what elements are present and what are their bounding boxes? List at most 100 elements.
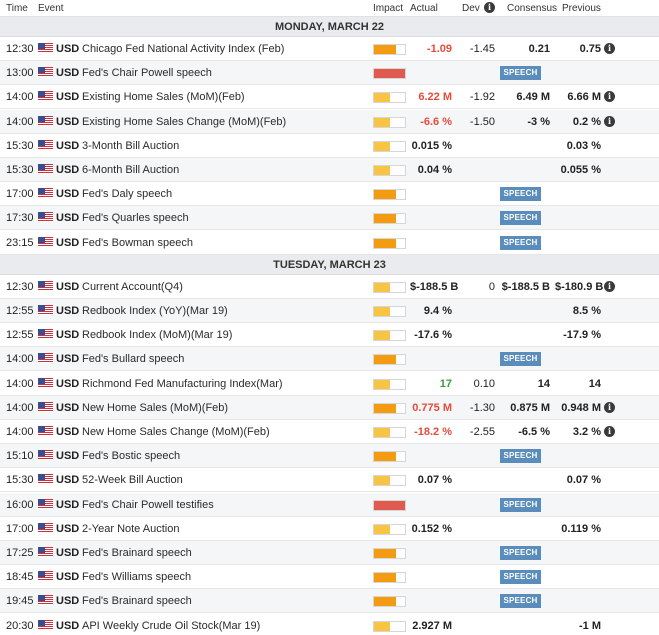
table-row[interactable]: 14:00 USD Existing Home Sales Change (MoM)… xyxy=(0,110,659,134)
table-row[interactable]: 12:55 USD Redbook Index (MoM)(Mar 19) -17.6… xyxy=(0,323,659,347)
speech-badge[interactable]: SPEECH xyxy=(500,66,541,80)
speech-badge[interactable]: SPEECH xyxy=(500,211,541,225)
day-header: MONDAY, MARCH 22 xyxy=(0,17,659,37)
event-time: 12:30 xyxy=(6,281,34,293)
impact-bar xyxy=(373,403,406,414)
table-row[interactable]: 15:30 USD 6-Month Bill Auction 0.04 % 0.055 … xyxy=(0,158,659,182)
event-name[interactable]: Fed's Daly speech xyxy=(82,188,173,200)
table-row[interactable]: 17:30 USD Fed's Quarles speech SPEECH xyxy=(0,206,659,230)
info-icon[interactable]: i xyxy=(604,43,615,54)
info-icon[interactable]: i xyxy=(604,91,615,102)
table-row[interactable]: 12:30 USD Current Account(Q4) $-188.5 B 0 $-1… xyxy=(0,275,659,299)
event-name[interactable]: 2-Year Note Auction xyxy=(82,523,180,535)
col-consensus[interactable]: Consensus xyxy=(507,3,558,14)
event-name[interactable]: Fed's Bostic speech xyxy=(82,450,181,462)
speech-badge[interactable]: SPEECH xyxy=(500,594,541,608)
speech-badge[interactable]: SPEECH xyxy=(500,570,541,584)
table-row[interactable]: 16:00 USD Fed's Chair Powell testifies SPEE… xyxy=(0,493,659,517)
event-name[interactable]: Fed's Williams speech xyxy=(82,571,192,583)
col-previous[interactable]: Previous xyxy=(562,3,601,14)
event-name[interactable]: Existing Home Sales (MoM)(Feb) xyxy=(82,91,245,103)
table-row[interactable]: 12:30 USD Chicago Fed National Activity In… xyxy=(0,37,659,61)
previous-value: -17.9 % xyxy=(563,329,601,341)
event-name[interactable]: Fed's Brainard speech xyxy=(82,547,192,559)
info-icon[interactable]: i xyxy=(604,116,615,127)
table-row[interactable]: 14:00 USD New Home Sales (MoM)(Feb) 0.775 M… xyxy=(0,396,659,420)
event-name[interactable]: 3-Month Bill Auction xyxy=(82,140,180,152)
table-row[interactable]: 23:15 USD Fed's Bowman speech SPEECH xyxy=(0,231,659,255)
table-row[interactable]: 19:45 USD Fed's Brainard speech SPEECH xyxy=(0,589,659,613)
event-name[interactable]: Existing Home Sales Change (MoM)(Feb) xyxy=(82,116,287,128)
event-name[interactable]: Redbook Index (MoM)(Mar 19) xyxy=(82,329,233,341)
impact-fill xyxy=(374,166,390,175)
table-row[interactable]: 17:00 USD Fed's Daly speech SPEECH xyxy=(0,182,659,206)
event-name[interactable]: Redbook Index (YoY)(Mar 19) xyxy=(82,305,228,317)
table-row[interactable]: 18:45 USD Fed's Williams speech SPEECH xyxy=(0,565,659,589)
event-name[interactable]: 52-Week Bill Auction xyxy=(82,474,183,486)
event-time: 12:55 xyxy=(6,305,34,317)
info-icon[interactable]: i xyxy=(604,402,615,413)
table-row[interactable]: 14:00 USD Existing Home Sales (MoM)(Feb) 6.… xyxy=(0,85,659,109)
info-icon[interactable]: i xyxy=(604,426,615,437)
currency-code: USD xyxy=(56,402,80,414)
col-dev[interactable]: Dev xyxy=(462,3,480,14)
speech-badge[interactable]: SPEECH xyxy=(500,352,541,366)
table-row[interactable]: 15:10 USD Fed's Bostic speech SPEECH xyxy=(0,444,659,468)
event-name[interactable]: Fed's Bullard speech xyxy=(82,353,185,365)
impact-fill xyxy=(374,622,390,631)
us-flag-icon xyxy=(38,116,53,126)
consensus-value: 0.875 M xyxy=(510,402,550,414)
event-name[interactable]: Chicago Fed National Activity Index (Feb… xyxy=(82,43,285,55)
event-name[interactable]: API Weekly Crude Oil Stock(Mar 19) xyxy=(82,620,261,632)
impact-fill xyxy=(374,404,397,413)
event-name[interactable]: New Home Sales Change (MoM)(Feb) xyxy=(82,426,270,438)
impact-bar xyxy=(373,165,406,176)
table-row[interactable]: 15:30 USD 52-Week Bill Auction 0.07 % 0.07 % xyxy=(0,468,659,492)
us-flag-icon xyxy=(38,91,53,101)
event-name[interactable]: Fed's Chair Powell testifies xyxy=(82,499,214,511)
table-row[interactable]: 15:30 USD 3-Month Bill Auction 0.015 % 0.03 … xyxy=(0,134,659,158)
us-flag-icon xyxy=(38,571,53,581)
table-row[interactable]: 13:00 USD Fed's Chair Powell speech SPEECH xyxy=(0,61,659,85)
actual-value: -17.6 % xyxy=(414,329,452,341)
event-name[interactable]: Fed's Quarles speech xyxy=(82,212,189,224)
event-time: 14:00 xyxy=(6,91,34,103)
event-name[interactable]: Fed's Brainard speech xyxy=(82,595,192,607)
event-name[interactable]: Richmond Fed Manufacturing Index(Mar) xyxy=(82,378,283,390)
dev-info-icon[interactable]: i xyxy=(484,2,495,13)
col-impact[interactable]: Impact xyxy=(373,3,404,14)
table-row[interactable]: 14:00 USD Richmond Fed Manufacturing Index… xyxy=(0,372,659,396)
event-time: 15:30 xyxy=(6,164,34,176)
consensus-value: -3 % xyxy=(527,116,550,128)
speech-badge[interactable]: SPEECH xyxy=(500,498,541,512)
deviation-value: 0 xyxy=(488,281,495,293)
impact-bar xyxy=(373,475,406,486)
actual-value: 0.07 % xyxy=(417,474,452,486)
event-name[interactable]: Current Account(Q4) xyxy=(82,281,183,293)
table-row[interactable]: 14:00 USD New Home Sales Change (MoM)(Feb)… xyxy=(0,420,659,444)
impact-bar xyxy=(373,92,406,103)
impact-bar xyxy=(373,621,406,632)
previous-value: $-180.9 B xyxy=(555,281,604,293)
speech-badge[interactable]: SPEECH xyxy=(500,187,541,201)
consensus-value: 0.21 xyxy=(528,43,550,55)
info-icon[interactable]: i xyxy=(604,281,615,292)
speech-badge[interactable]: SPEECH xyxy=(500,236,541,250)
table-row[interactable]: 17:25 USD Fed's Brainard speech SPEECH xyxy=(0,541,659,565)
speech-badge[interactable]: SPEECH xyxy=(500,546,541,560)
col-actual[interactable]: Actual xyxy=(410,3,438,14)
col-event[interactable]: Event xyxy=(38,3,64,14)
actual-value: -18.2 % xyxy=(414,426,452,438)
table-row[interactable]: 20:30 USD API Weekly Crude Oil Stock(Mar 1… xyxy=(0,614,659,635)
col-time[interactable]: Time xyxy=(6,3,28,14)
event-name[interactable]: 6-Month Bill Auction xyxy=(82,164,180,176)
event-name[interactable]: Fed's Chair Powell speech xyxy=(82,67,212,79)
table-row[interactable]: 12:55 USD Redbook Index (YoY)(Mar 19) 9.4 %… xyxy=(0,299,659,323)
consensus-value: 14 xyxy=(537,378,550,390)
speech-badge[interactable]: SPEECH xyxy=(500,449,541,463)
event-name[interactable]: Fed's Bowman speech xyxy=(82,237,193,249)
impact-bar xyxy=(373,451,406,462)
event-name[interactable]: New Home Sales (MoM)(Feb) xyxy=(82,402,229,414)
table-row[interactable]: 14:00 USD Fed's Bullard speech SPEECH xyxy=(0,347,659,371)
table-row[interactable]: 17:00 USD 2-Year Note Auction 0.152 % 0.119 … xyxy=(0,517,659,541)
